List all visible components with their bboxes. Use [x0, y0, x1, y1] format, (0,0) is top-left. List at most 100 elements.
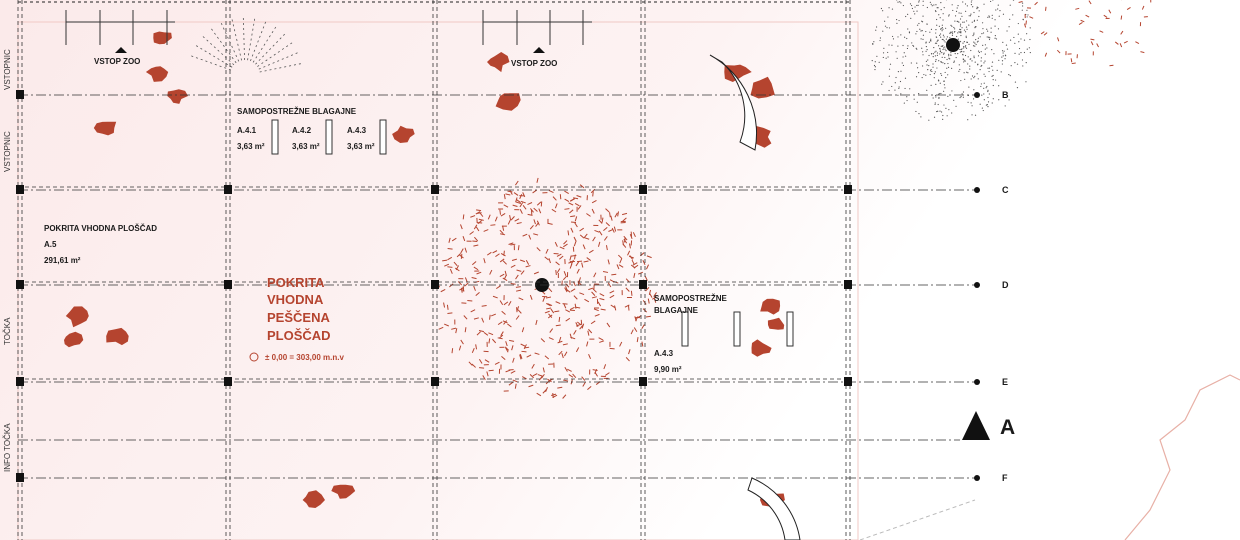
dot: [988, 70, 990, 73]
dash: [547, 378, 552, 383]
dot: [943, 80, 945, 82]
dash: [476, 209, 482, 212]
dash: [588, 328, 593, 334]
dash: [534, 352, 540, 355]
dot: [984, 60, 986, 62]
column: [224, 280, 232, 289]
dot: [933, 46, 935, 49]
figure: [760, 298, 781, 315]
dot: [966, 71, 968, 73]
dot: [932, 53, 935, 55]
dot: [963, 21, 965, 23]
dot: [961, 93, 963, 95]
dot: [942, 19, 944, 21]
dash: [588, 249, 594, 254]
dot: [943, 36, 945, 38]
dot: [964, 46, 967, 48]
dot: [964, 59, 966, 61]
dash: [554, 203, 558, 209]
dot: [954, 20, 956, 22]
dash: [568, 209, 574, 214]
dash: [584, 298, 590, 303]
dot: [938, 93, 940, 95]
dot: [899, 1, 901, 3]
dot: [920, 38, 922, 40]
dash: [594, 229, 600, 233]
dash: [529, 225, 534, 230]
dot: [963, 72, 965, 74]
dash: [509, 215, 512, 221]
dash: [521, 350, 527, 353]
dot: [941, 24, 943, 26]
dash: [492, 338, 497, 344]
dash: [470, 309, 476, 313]
dot: [936, 18, 938, 21]
dash: [593, 272, 597, 278]
dash: [512, 204, 518, 208]
dash: [520, 343, 526, 347]
dash: [555, 269, 557, 276]
dash: [507, 190, 513, 193]
dot: [988, 15, 990, 17]
dot: [1001, 63, 1003, 65]
dash: [579, 234, 585, 239]
dot: [930, 84, 932, 86]
dot: [926, 6, 928, 9]
dash: [571, 254, 577, 257]
dash: [529, 294, 533, 300]
dash: [580, 319, 583, 325]
dash: [609, 294, 615, 299]
dash: [545, 248, 549, 254]
dash: [624, 304, 630, 308]
dot: [951, 25, 953, 27]
dash: [517, 245, 520, 251]
dot: [972, 6, 974, 8]
dash: [500, 213, 506, 217]
figure: [65, 306, 89, 328]
dash: [573, 329, 577, 335]
dot: [874, 68, 876, 71]
dot: [918, 0, 920, 2]
dash: [557, 340, 563, 344]
dot: [995, 9, 997, 11]
dash: [482, 375, 486, 380]
dot: [939, 50, 942, 53]
dot: [965, 26, 968, 28]
dot: [1026, 9, 1028, 11]
dash: [629, 243, 631, 249]
dot: [932, 66, 934, 68]
dot: [1002, 41, 1004, 43]
dot: [942, 13, 944, 15]
dot: [937, 110, 939, 112]
axis-label: C: [1002, 185, 1009, 195]
dot: [965, 20, 968, 22]
dot: [958, 31, 960, 33]
dot: [1014, 52, 1016, 54]
dot: [882, 10, 884, 12]
dash: [505, 369, 511, 373]
dash: [614, 212, 618, 218]
dash: [544, 310, 550, 314]
dash: [1141, 5, 1145, 10]
dash: [607, 282, 612, 288]
dash: [474, 236, 479, 242]
dash: [529, 374, 534, 379]
dash: [538, 375, 543, 381]
dash: [584, 237, 590, 240]
dot: [935, 83, 937, 85]
dash: [586, 341, 589, 347]
dash: [575, 323, 581, 327]
dash: [502, 260, 507, 265]
dot: [930, 38, 932, 40]
dot: [967, 63, 969, 65]
dash: [641, 341, 644, 347]
dot: [934, 94, 937, 97]
dash: [476, 212, 482, 214]
dash: [614, 305, 617, 311]
dot: [968, 43, 970, 45]
dot: [904, 36, 906, 38]
dot: [934, 103, 936, 106]
figure: [751, 339, 772, 357]
dot: [973, 19, 976, 21]
